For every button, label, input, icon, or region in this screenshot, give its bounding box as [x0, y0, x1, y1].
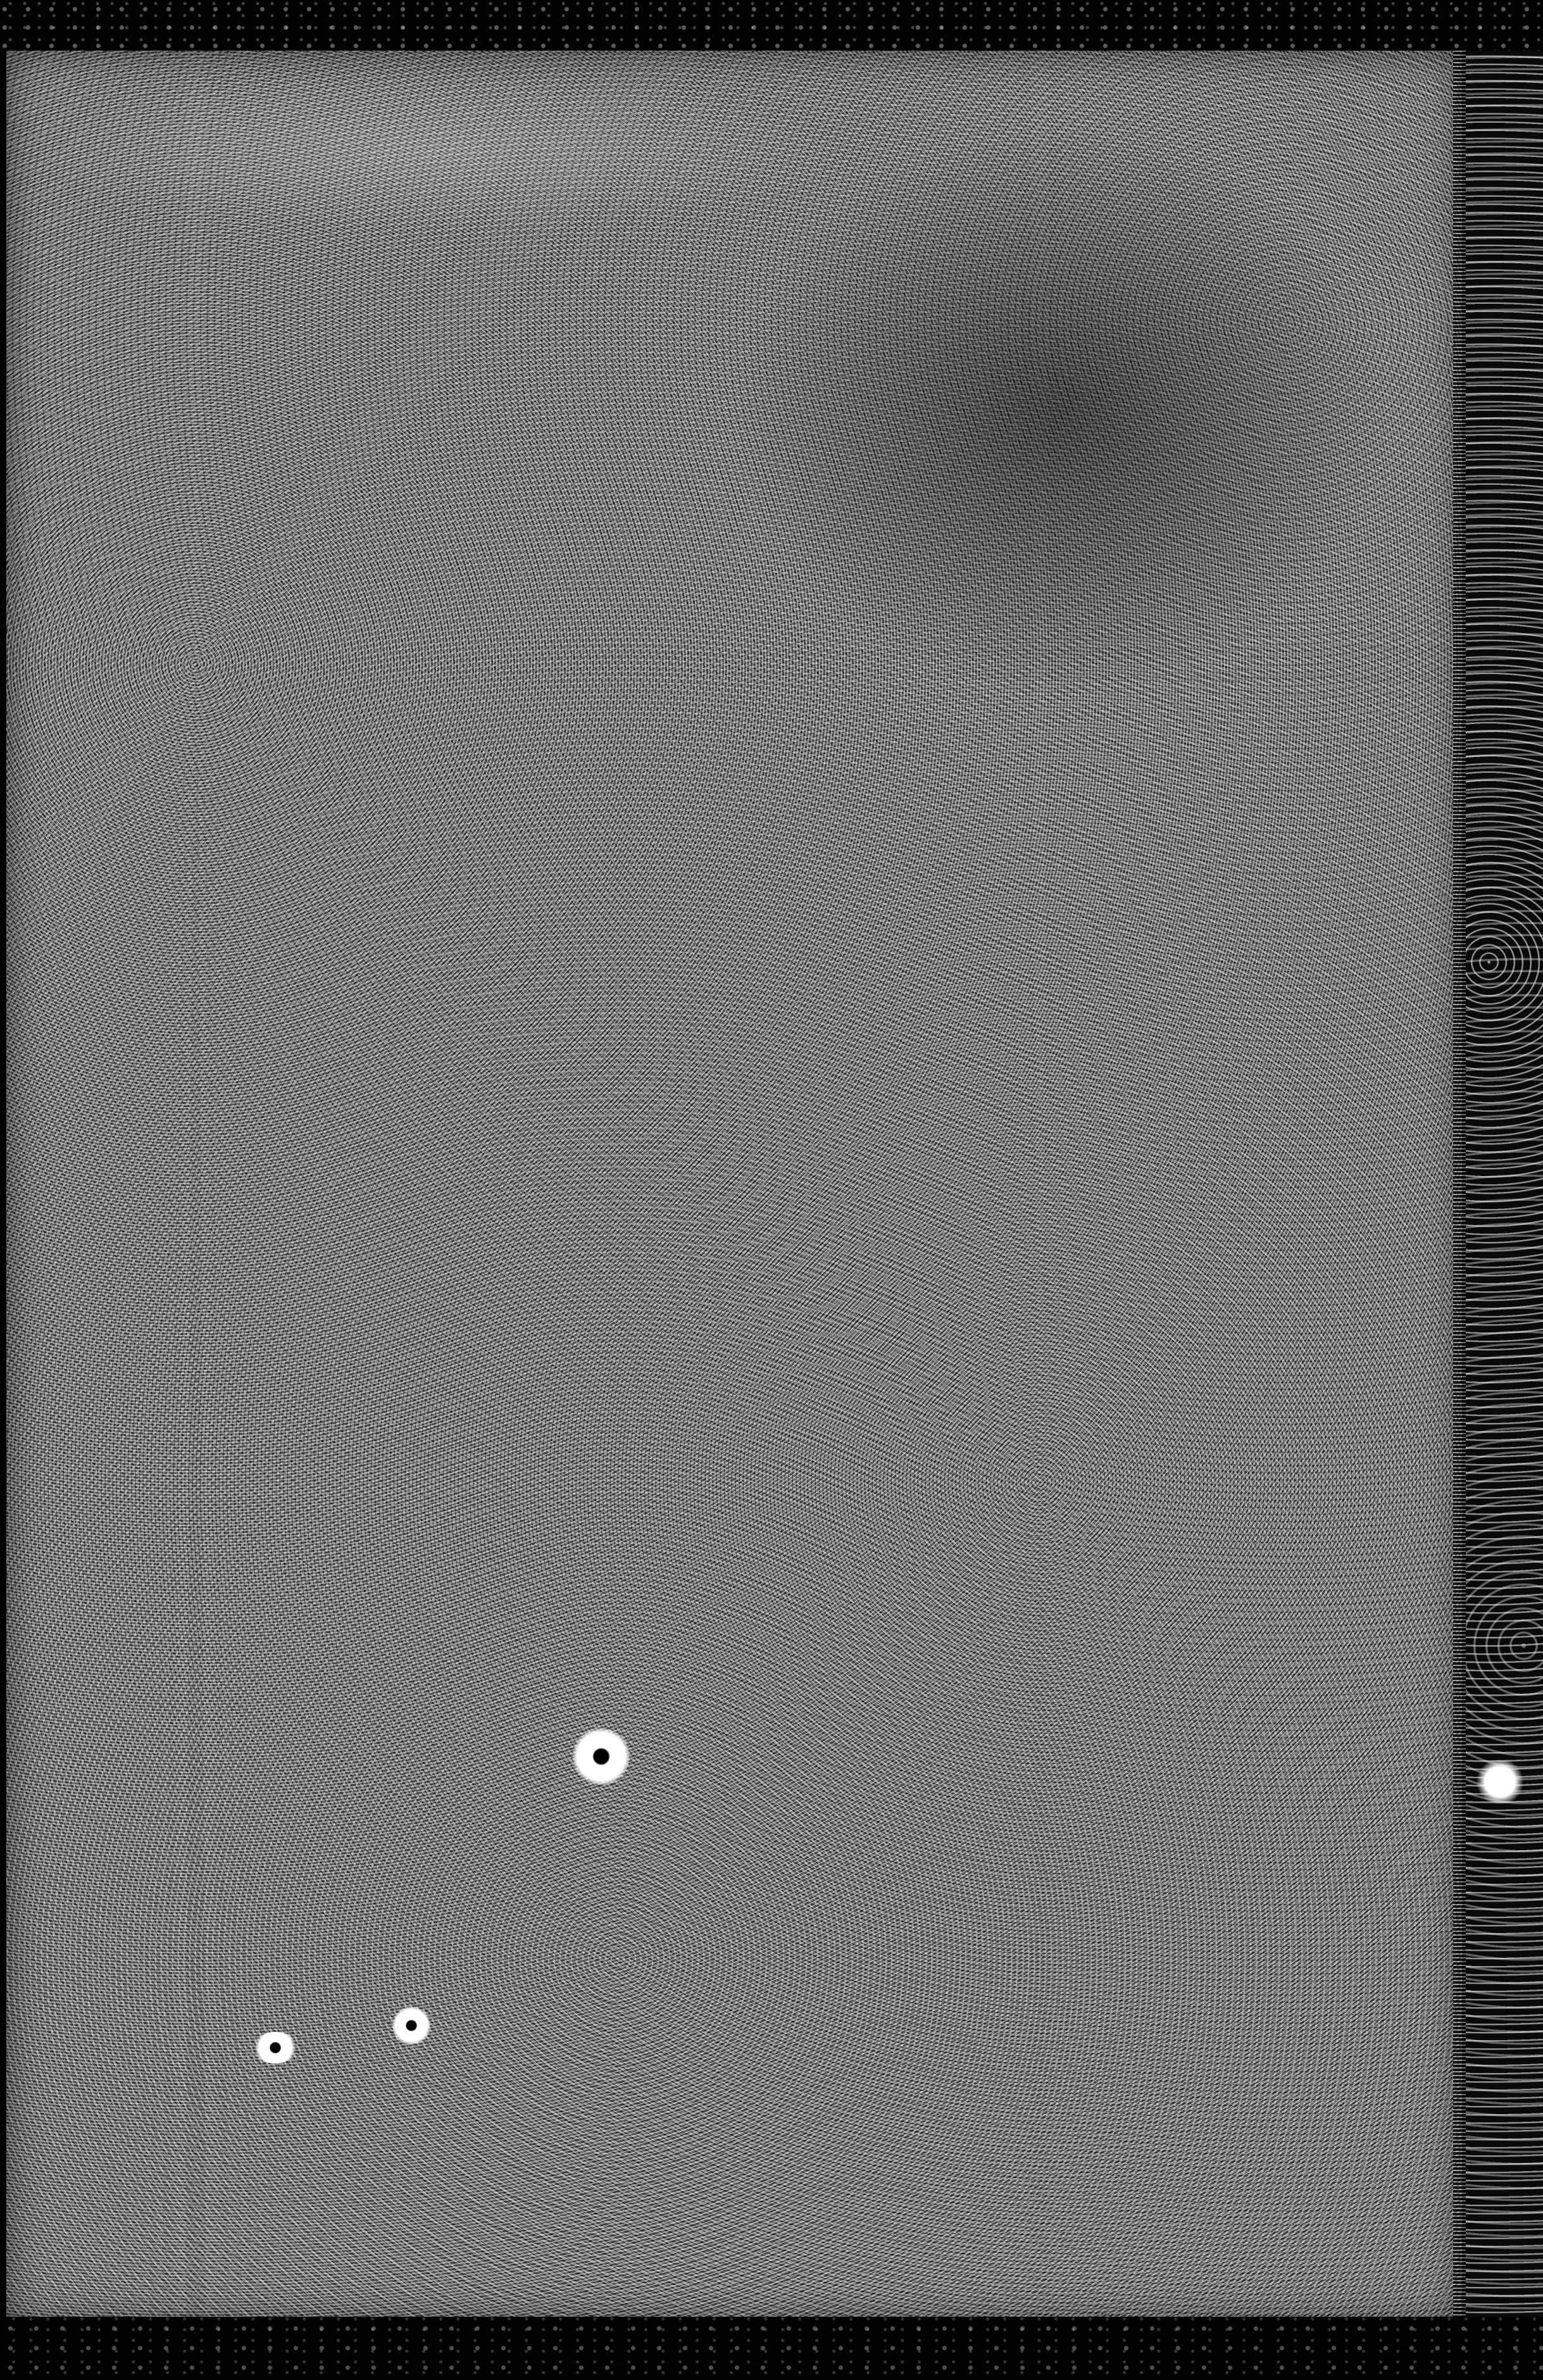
blemish-spot	[392, 2007, 430, 2045]
blemish-spot	[1475, 1760, 1525, 1804]
speckled-cover-board	[6, 51, 1466, 2323]
blemish-spot	[253, 2032, 297, 2064]
top-edge-strip	[0, 0, 1543, 57]
blemish-spot	[573, 1728, 630, 1785]
board-right-edge	[1453, 51, 1467, 2323]
bottom-edge-strip	[0, 2317, 1543, 2380]
light-patch	[19, 70, 842, 234]
book-spine-strip	[1466, 51, 1543, 2329]
dark-blotch	[728, 127, 1392, 696]
